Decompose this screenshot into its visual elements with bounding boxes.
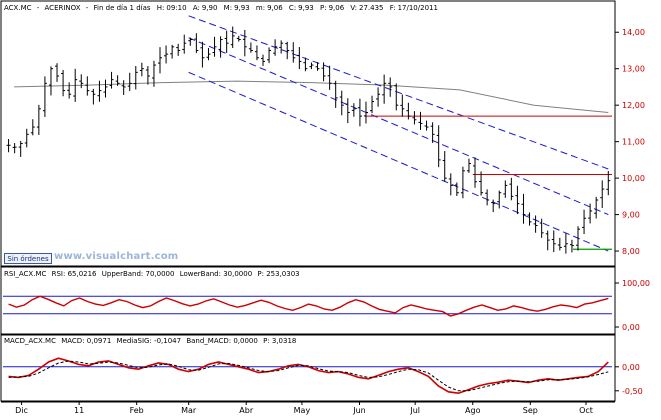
rsi-plot: [3, 295, 612, 317]
x-tick-label: Oct: [579, 406, 593, 415]
y-tick-label: 10,00: [622, 174, 645, 183]
rsi-panel-frame: [0, 266, 616, 335]
y-tick-label: 14,00: [622, 28, 645, 37]
header-stat-C-colon: :: [294, 4, 296, 12]
y-tick-label: 8,00: [622, 247, 640, 256]
header-stat-V-key: V: [350, 4, 355, 12]
price-y-axis: 14,00 13,00 12,00 11,00 10,00 9,00 8,00: [615, 28, 645, 256]
x-tick-label: Dic: [15, 406, 28, 415]
x-tick-label: Jul: [409, 406, 420, 415]
header-stat-C-value: 9,93: [298, 4, 314, 12]
price-header: ACX.MC - ACERINOX - Fin de día 1 días H:…: [4, 4, 438, 12]
channel-line-upper: [188, 15, 609, 170]
header-stat-M-key: M: [224, 4, 230, 12]
header-stat-m-colon: :: [263, 4, 265, 12]
y-tick-label: 11,00: [622, 138, 645, 147]
header-stat-H-key: H: [157, 4, 162, 12]
y-tick-label: 100,00: [622, 279, 650, 288]
header-name: ACERINOX: [45, 4, 81, 12]
x-tick-label: Ago: [465, 406, 481, 415]
y-tick-label: 0,00: [622, 363, 640, 372]
header-stat-M-value: 9,93: [234, 4, 250, 12]
header-stat-H-value: 09:10: [166, 4, 186, 12]
header-stat-H-colon: :: [162, 4, 164, 12]
header-stat-C-key: C: [289, 4, 294, 12]
header-stat-F-colon: :: [393, 4, 395, 12]
header-stat-M-colon: :: [230, 4, 232, 12]
rsi-header-p: P: 253,0303: [257, 270, 299, 278]
macd-header-band: Band_MACD: 0,0000: [186, 337, 258, 345]
watermark: www.visualchart.com: [54, 251, 179, 262]
x-tick-label: Feb: [130, 406, 144, 415]
rsi-header: RSI_ACX.MC RSI: 65,0216 UpperBand: 70,00…: [4, 270, 300, 278]
header-stat-A-value: 9,90: [202, 4, 218, 12]
rsi-header-name: RSI_ACX.MC: [4, 270, 46, 278]
price-plot: [6, 15, 612, 254]
y-tick-label: 12,00: [622, 101, 645, 110]
macd-panel: MACD_ACX.MC MACD: 0,0971 MediaSIG: -0,10…: [0, 334, 643, 402]
rsi-line: [8, 295, 609, 317]
header-symbol: ACX.MC: [4, 4, 32, 12]
header-stat-A-key: A: [193, 4, 198, 12]
rsi-header-value: RSI: 65,0216: [52, 270, 97, 278]
header-sep-2: -: [86, 4, 89, 12]
x-tick-label: Abr: [239, 406, 254, 415]
channel-line-lower: [188, 71, 609, 252]
header-stat-P-colon: :: [324, 4, 326, 12]
x-axis: Dic 11 Feb Mar Abr May Jun Jul Ago Sep Oct: [1, 401, 615, 415]
macd-line: [8, 357, 609, 395]
macd-header-signal: MediaSIG: -0,1047: [117, 337, 182, 345]
macd-signal-line: [8, 360, 609, 392]
moving-average-line: [14, 80, 609, 113]
macd-y-axis: 0,00 -0,50: [615, 363, 643, 396]
price-panel-frame: [0, 0, 616, 267]
header-period: Fin de día 1 días: [94, 4, 151, 12]
y-tick-label: 0,00: [622, 323, 640, 332]
rsi-y-axis: 100,00 0,00: [615, 279, 650, 332]
header-stat-A-colon: :: [197, 4, 199, 12]
macd-panel-frame: [0, 334, 616, 402]
header-stat-F-value: 17/10/2011: [398, 4, 438, 12]
header-stat-P-key: P: [320, 4, 324, 12]
x-tick-label: Mar: [181, 406, 197, 415]
sin-ordenes-button[interactable]: Sin órdenes: [4, 253, 52, 264]
header-stat-V-value: 27.435: [359, 4, 384, 12]
header-stat-m-key: m: [256, 4, 263, 12]
macd-header-value: MACD: 0,0971: [61, 337, 111, 345]
macd-header-p: P: 3,0318: [263, 337, 296, 345]
header-stat-F-key: F: [390, 4, 394, 12]
header-stat-m-value: 9,06: [267, 4, 283, 12]
rsi-header-upper: UpperBand: 70,0000: [102, 270, 175, 278]
y-tick-label: -0,50: [622, 387, 643, 396]
header-stat-V-colon: :: [355, 4, 357, 12]
y-tick-label: 13,00: [622, 65, 645, 74]
header-sep-1: -: [37, 4, 40, 12]
macd-header: MACD_ACX.MC MACD: 0,0971 MediaSIG: -0,10…: [4, 337, 296, 345]
x-tick-label: Jun: [352, 406, 366, 415]
x-tick-label: Sep: [523, 406, 538, 415]
x-tick-label: May: [294, 406, 311, 415]
header-stat-P-value: 9,06: [329, 4, 345, 12]
channel-line-middle: [188, 37, 609, 216]
rsi-panel: RSI_ACX.MC RSI: 65,0216 UpperBand: 70,00…: [0, 266, 650, 335]
price-panel: ACX.MC - ACERINOX - Fin de día 1 días H:…: [0, 0, 645, 267]
macd-plot: [3, 357, 612, 395]
macd-header-name: MACD_ACX.MC: [4, 337, 56, 345]
x-tick-label: 11: [74, 406, 84, 415]
rsi-header-lower: LowerBand: 30,0000: [180, 270, 252, 278]
y-tick-label: 9,00: [622, 211, 640, 220]
